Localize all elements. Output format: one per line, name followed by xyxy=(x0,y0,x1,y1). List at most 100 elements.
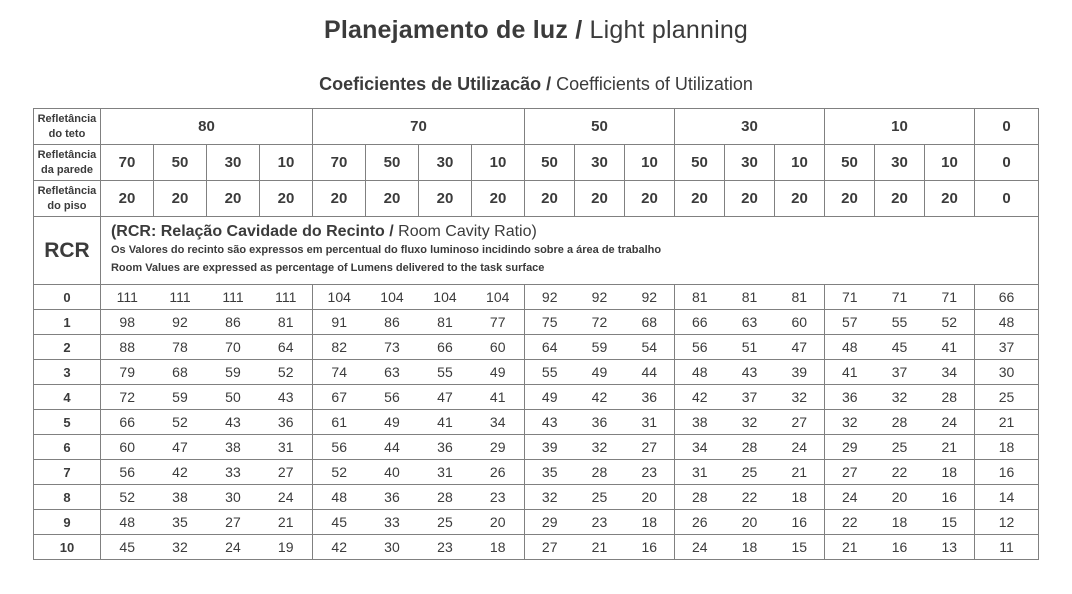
wall-reflectance-value: 30 xyxy=(205,144,260,181)
coefficient-value: 48 xyxy=(974,309,1039,335)
ceiling-group-header: 30 xyxy=(673,108,826,145)
coefficient-value: 29 xyxy=(824,434,875,460)
floor-reflectance-value: 20 xyxy=(824,180,875,217)
coefficient-value: 25 xyxy=(874,434,925,460)
coefficient-value: 20 xyxy=(724,509,775,535)
rcr-data-row-0: 0 111 111 111 111 104 104 104 104 92 92 92 81 81 81 71 7… xyxy=(32,284,1039,310)
coefficient-value: 16 xyxy=(874,534,925,560)
coefficient-value: 41 xyxy=(471,384,525,410)
floor-reflectance-value: 20 xyxy=(523,180,575,217)
rcr-data-row-4: 4 72 59 50 43 67 56 47 41 49 42 36 42 37 32 36 32 28 25 xyxy=(32,384,1039,410)
wall-reflectance-label: Refletância da parede xyxy=(32,144,101,181)
rcr-row-label: 2 xyxy=(32,334,101,360)
wall-reflectance-value: 10 xyxy=(623,144,675,181)
wall-reflectance-value: 30 xyxy=(874,144,925,181)
coefficient-value: 18 xyxy=(471,534,525,560)
wall-reflectance-value: 10 xyxy=(258,144,313,181)
coefficient-value: 27 xyxy=(774,409,825,435)
rcr-row-label: 6 xyxy=(32,434,101,460)
table-subtitle: Coeficientes de Utilizacão / Coefficient… xyxy=(0,74,1072,95)
coefficient-value: 21 xyxy=(824,534,875,560)
floor-reflectance-value: 20 xyxy=(773,180,826,217)
coefficient-value: 28 xyxy=(673,484,725,510)
rcr-data-row-5: 5 66 52 43 36 61 49 41 34 43 36 31 38 32 27 32 28 24 21 xyxy=(32,409,1039,435)
coefficient-value: 66 xyxy=(673,309,725,335)
coefficient-value: 63 xyxy=(724,309,775,335)
coefficient-value: 33 xyxy=(365,509,419,535)
coefficient-value: 39 xyxy=(774,359,825,385)
rcr-data-row-6: 6 60 47 38 31 56 44 36 29 39 32 27 34 28 24 29 25 21 18 xyxy=(32,434,1039,460)
floor-reflectance-label-line1: Refletância xyxy=(37,185,97,198)
coefficient-value: 56 xyxy=(99,459,154,485)
coefficient-value: 49 xyxy=(574,359,625,385)
coefficient-value: 24 xyxy=(924,409,975,435)
coefficient-value: 18 xyxy=(624,509,675,535)
floor-reflectance-value: 20 xyxy=(673,180,725,217)
coefficient-value: 63 xyxy=(365,359,419,385)
wall-reflectance-label-line2: da parede xyxy=(40,163,93,176)
coefficient-value: 18 xyxy=(724,534,775,560)
coefficient-value: 13 xyxy=(924,534,975,560)
coefficient-value: 73 xyxy=(365,334,419,360)
coefficient-value: 54 xyxy=(624,334,675,360)
wall-reflectance-value: 10 xyxy=(470,144,525,181)
coefficient-value: 78 xyxy=(153,334,207,360)
coefficient-value: 52 xyxy=(259,359,313,385)
wall-reflectance-value: 70 xyxy=(311,144,366,181)
coefficient-value: 49 xyxy=(523,384,575,410)
coefficient-value: 104 xyxy=(365,284,419,310)
ceiling-group-header: 70 xyxy=(311,108,525,145)
coefficient-value: 104 xyxy=(471,284,525,310)
coefficient-value: 67 xyxy=(311,384,366,410)
coefficient-value: 59 xyxy=(153,384,207,410)
floor-reflectance-value: 0 xyxy=(974,180,1040,217)
coefficient-value: 49 xyxy=(365,409,419,435)
wall-reflectance-value: 50 xyxy=(364,144,419,181)
coefficient-value: 35 xyxy=(523,459,575,485)
coefficient-value: 12 xyxy=(974,509,1039,535)
coefficient-value: 32 xyxy=(774,384,825,410)
ceiling-reflectance-label-line1: Refletância xyxy=(37,113,97,126)
rcr-row-label: 4 xyxy=(32,384,101,410)
coefficient-value: 52 xyxy=(924,309,975,335)
wall-reflectance-value: 0 xyxy=(974,144,1040,181)
coefficient-value: 59 xyxy=(574,334,625,360)
floor-reflectance-label-line2: do piso xyxy=(47,199,87,212)
coefficient-value: 42 xyxy=(311,534,366,560)
coefficient-value: 47 xyxy=(418,384,472,410)
coefficient-value: 71 xyxy=(874,284,925,310)
floor-reflectance-value: 20 xyxy=(573,180,625,217)
coefficient-value: 28 xyxy=(574,459,625,485)
coefficient-value: 25 xyxy=(974,384,1039,410)
wall-reflectance-value: 70 xyxy=(99,144,154,181)
floor-reflectance-value: 20 xyxy=(923,180,976,217)
ceiling-group-header: 10 xyxy=(823,108,976,145)
coefficient-value: 43 xyxy=(259,384,313,410)
coefficient-value: 45 xyxy=(874,334,925,360)
table-subtitle-pt: Coeficientes de Utilizacão / xyxy=(319,74,552,94)
coefficient-value: 31 xyxy=(259,434,313,460)
coefficient-value: 32 xyxy=(523,484,575,510)
rcr-description-title: (RCR: Relação Cavidade do Recinto / Room… xyxy=(111,222,1028,242)
coefficient-value: 28 xyxy=(874,409,925,435)
rcr-note-pt: Os Valores do recinto são expressos em p… xyxy=(110,244,662,257)
rcr-description-cell: (RCR: Relação Cavidade do Recinto / Room… xyxy=(99,216,1040,285)
floor-reflectance-value: 20 xyxy=(205,180,260,217)
coefficient-value: 36 xyxy=(824,384,875,410)
coefficient-value: 37 xyxy=(974,334,1039,360)
coefficient-value: 68 xyxy=(153,359,207,385)
rcr-data-row-8: 8 52 38 30 24 48 36 28 23 32 25 20 28 22 18 24 20 16 14 xyxy=(32,484,1039,510)
floor-reflectance-label: Refletância do piso xyxy=(32,180,101,217)
coefficient-value: 18 xyxy=(774,484,825,510)
rcr-description-title-pt: (RCR: Relação Cavidade do Recinto / xyxy=(110,223,394,241)
coefficient-value: 20 xyxy=(471,509,525,535)
coefficient-value: 25 xyxy=(574,484,625,510)
coefficient-value: 66 xyxy=(974,284,1039,310)
rcr-label: RCR xyxy=(32,216,101,285)
coefficient-value: 56 xyxy=(673,334,725,360)
wall-reflectance-value: 50 xyxy=(673,144,725,181)
coefficient-value: 33 xyxy=(206,459,260,485)
floor-reflectance-value: 20 xyxy=(311,180,366,217)
coefficient-value: 48 xyxy=(311,484,366,510)
